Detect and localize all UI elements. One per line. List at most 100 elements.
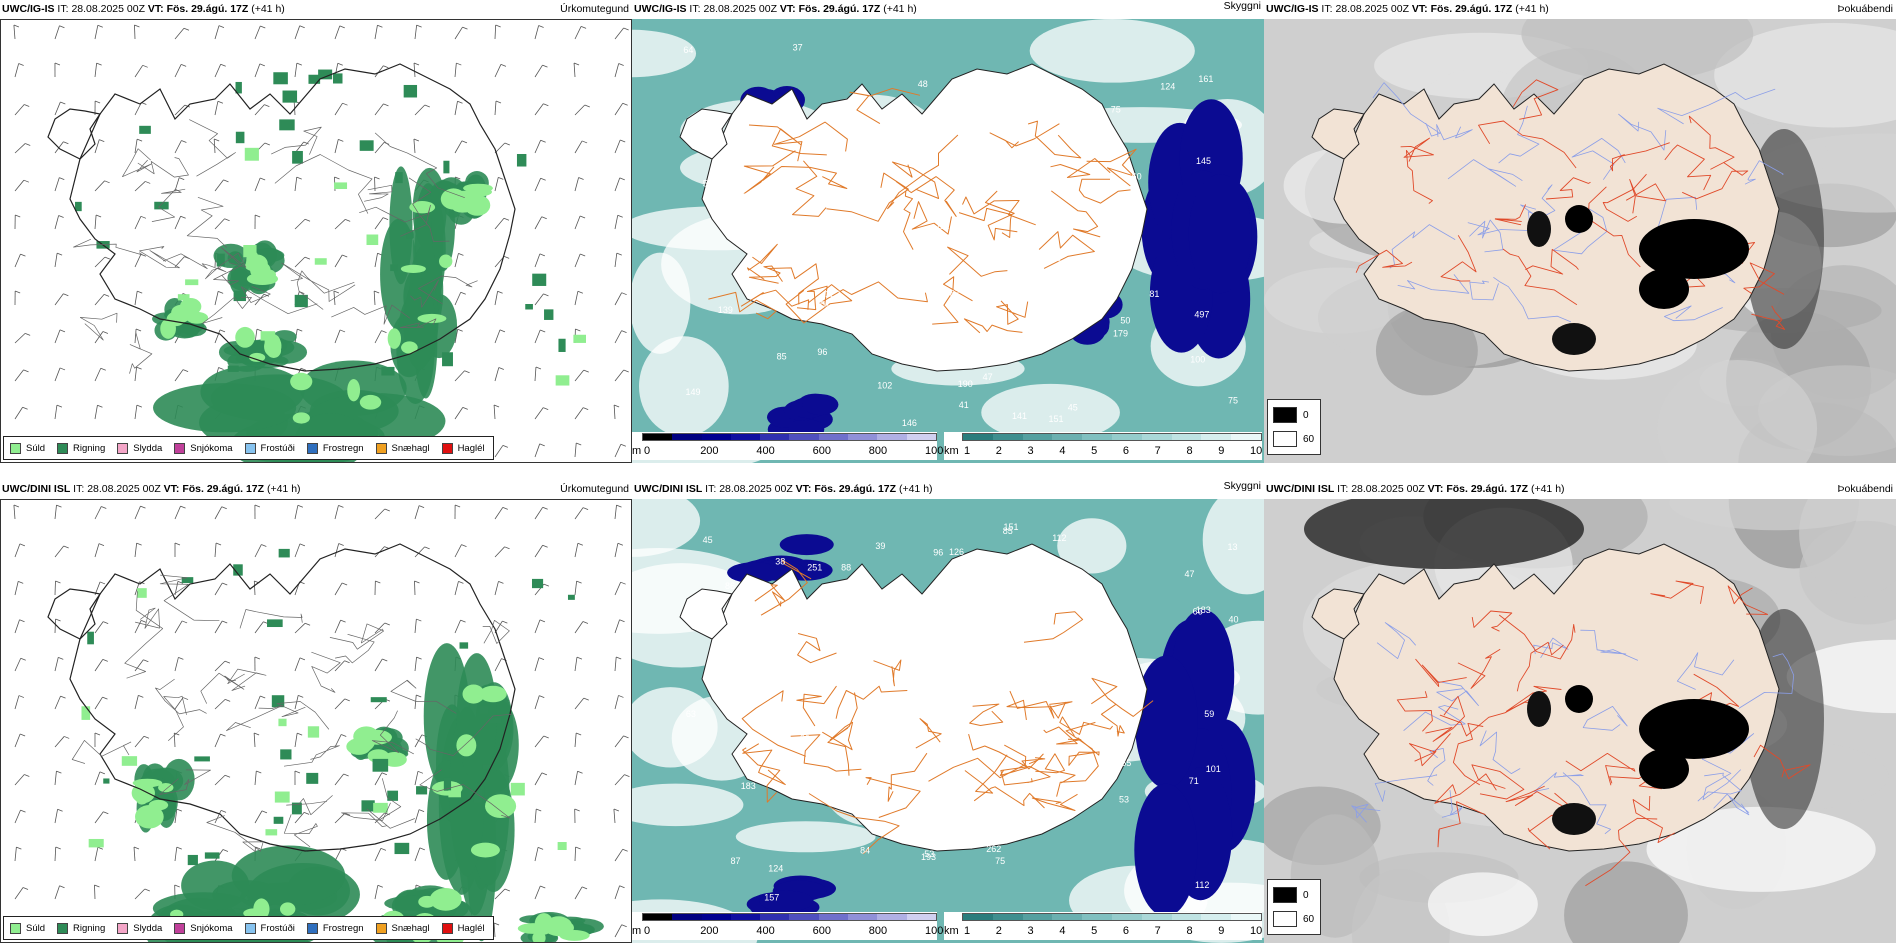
ceiling-label: 75 xyxy=(1228,396,1238,406)
colorbar-tick: 800 xyxy=(868,925,888,937)
vt-value: Fös. 29.ágú. 17Z xyxy=(1446,483,1529,495)
it-label: IT: xyxy=(57,3,69,15)
legend-swatch xyxy=(117,922,129,934)
ceiling-label: 251 xyxy=(807,563,822,573)
model-name: UWC/DINI ISL xyxy=(1266,483,1335,495)
panel-title: Skyggni xyxy=(1223,0,1261,12)
colorbar-tick: 600 xyxy=(812,445,831,457)
ceiling-label: 53 xyxy=(924,849,934,859)
vt-label: VT: xyxy=(795,483,812,495)
coastline xyxy=(47,63,516,374)
land xyxy=(1311,63,1786,372)
fog-legend-swatch xyxy=(1273,431,1297,447)
ceiling-label: 45 xyxy=(703,535,713,545)
visibility-colorbar: km 1 2 3 4 5 6 7 8 9 10 xyxy=(944,912,1262,940)
model-name: UWC/IG-IS xyxy=(634,3,687,15)
colorbar-tick: 4 xyxy=(1059,925,1066,937)
fog-legend-item: 0 xyxy=(1273,407,1309,423)
ceiling-label: 58 xyxy=(703,179,713,189)
ceiling-label: 60 xyxy=(1132,172,1142,182)
legend-item: Frostregn xyxy=(306,922,364,934)
ceiling-label: 37 xyxy=(793,43,803,53)
model-name: UWC/IG-IS xyxy=(1266,3,1319,15)
ceiling-label: 41 xyxy=(959,400,969,410)
ceiling-label: 103 xyxy=(1042,269,1057,279)
colorbar-tick: 8 xyxy=(1186,925,1193,937)
panel-header: UWC/DINI ISL IT: 28.08.2025 00Z VT: Fös.… xyxy=(0,480,632,499)
precip-panel-row1: UWC/IG-IS IT: 28.08.2025 00Z VT: Fös. 29… xyxy=(0,0,632,463)
legend-label: Rigning xyxy=(73,922,106,934)
ceiling-label: 26 xyxy=(1039,299,1049,309)
lead-time: (+41 h) xyxy=(1515,3,1549,15)
it-value: 28.08.2025 00Z xyxy=(703,3,777,15)
panel-title: Úrkomutegund xyxy=(560,3,629,15)
colorbar-tick: 9 xyxy=(1218,925,1225,937)
ceiling-label: 61 xyxy=(953,835,963,845)
ceiling-label: 39 xyxy=(1056,333,1066,343)
colorbar-tick: 3 xyxy=(1027,445,1034,457)
fog-legend-item: 60 xyxy=(1273,431,1314,447)
legend-label: Snjókoma xyxy=(190,442,233,454)
visibility-panel-row1: UWC/IG-IS IT: 28.08.2025 00Z VT: Fös. 29… xyxy=(632,0,1264,463)
ceiling-label: 38 xyxy=(775,557,785,567)
ceiling-label: 36 xyxy=(867,314,877,324)
fog-panel-row2: UWC/DINI ISL IT: 28.08.2025 00Z VT: Fös.… xyxy=(1264,480,1896,943)
ceiling-label: 111 xyxy=(936,221,950,231)
colorbar-tick: 800 xyxy=(868,445,888,457)
vt-value: Fös. 29.ágú. 17Z xyxy=(166,3,249,15)
vt-label: VT: xyxy=(163,483,180,495)
colorbar-tick: 6 xyxy=(1122,925,1129,937)
fog-legend-swatch xyxy=(1273,407,1297,423)
ceiling-label: 39 xyxy=(800,734,810,744)
ceiling-label: 59 xyxy=(1204,709,1214,719)
colorbar-tick: 1000 xyxy=(925,925,950,937)
precip-map xyxy=(0,499,632,943)
ceiling-label: 85 xyxy=(1003,526,1013,536)
coastline xyxy=(47,543,516,853)
legend-swatch xyxy=(57,922,69,934)
legend-swatch xyxy=(174,442,186,454)
colorbar-tick: 10 xyxy=(1250,925,1263,937)
panel-header: UWC/IG-IS IT: 28.08.2025 00Z VT: Fös. 29… xyxy=(0,0,632,19)
legend-item: Snjókoma xyxy=(174,922,233,934)
fog-legend-value: 0 xyxy=(1303,889,1309,901)
ceiling-label: 70 xyxy=(767,655,777,665)
legend-swatch xyxy=(375,442,387,454)
ceiling-label: 39 xyxy=(875,541,885,551)
ceiling-colorbar: m 0 200 400 600 800 1000 xyxy=(632,912,949,940)
legend-item: Rigning xyxy=(57,922,106,934)
ceiling-label: 85 xyxy=(777,351,787,361)
panel-header: UWC/IG-IS IT: 28.08.2025 00Z VT: Fös. 29… xyxy=(632,0,1264,19)
ceiling-label: 161 xyxy=(1198,74,1213,84)
fog-map xyxy=(1264,499,1896,943)
legend-swatch xyxy=(174,922,186,934)
ceiling-label: 112 xyxy=(1195,880,1209,890)
ceiling-label: 126 xyxy=(949,547,964,557)
colorbar-tick: 200 xyxy=(700,445,719,457)
colorbar-unit: m xyxy=(632,445,642,457)
ceiling-label: 55 xyxy=(910,281,920,291)
ceiling-label: 96 xyxy=(817,347,827,357)
it-label: IT: xyxy=(689,3,701,15)
ceiling-label: 64 xyxy=(946,565,956,575)
ceiling-label: 63 xyxy=(686,709,696,719)
ceiling-label: 75 xyxy=(1111,104,1121,114)
colorbar-tick: 9 xyxy=(1218,445,1225,457)
ceiling-label: 141 xyxy=(1012,411,1027,421)
ceiling-label: 139 xyxy=(718,305,733,315)
ceiling-label: 183 xyxy=(741,781,756,791)
precip-panel-row2: UWC/DINI ISL IT: 28.08.2025 00Z VT: Fös.… xyxy=(0,480,632,943)
legend-swatch xyxy=(306,922,318,934)
legend-label: Frostregn xyxy=(322,922,364,934)
model-name: UWC/DINI ISL xyxy=(2,483,71,495)
colorbar-tick: 5 xyxy=(1091,445,1098,457)
legend-label: Súld xyxy=(26,442,46,454)
legend-item: Slydda xyxy=(117,922,162,934)
ceiling-label: 47 xyxy=(983,372,993,382)
land xyxy=(1311,543,1811,887)
colorbar-tick: 1 xyxy=(964,925,971,937)
ceiling-label: 149 xyxy=(686,387,701,397)
ceiling-label: 86 xyxy=(725,581,735,591)
legend-label: Súld xyxy=(26,922,46,934)
ceiling-label: 32 xyxy=(763,648,773,658)
